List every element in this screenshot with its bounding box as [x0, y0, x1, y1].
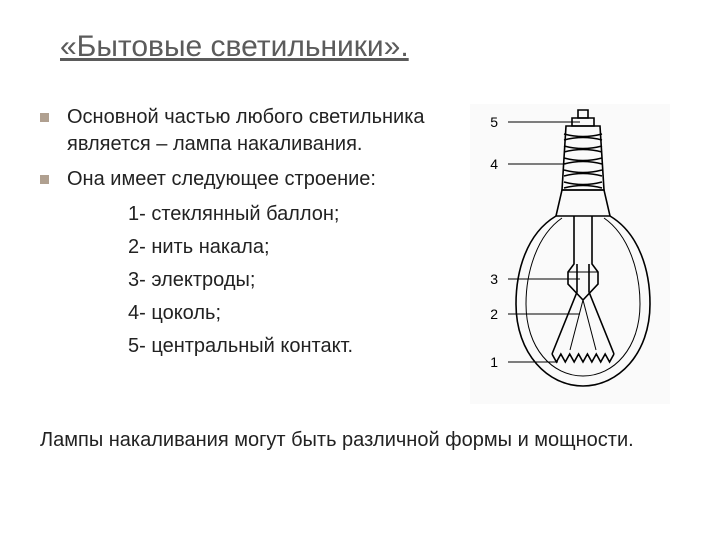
text-column: Основной частью любого светильника являе…	[70, 104, 460, 409]
svg-text:1: 1	[490, 354, 498, 370]
bullet-text: Она имеет следующее строение:	[67, 166, 376, 193]
svg-text:3: 3	[490, 271, 498, 287]
list-item: 4- цоколь;	[128, 300, 460, 327]
content-row: Основной частью любого светильника являе…	[70, 104, 670, 409]
svg-text:4: 4	[490, 156, 498, 172]
bullet-item: Основной частью любого светильника являе…	[40, 104, 460, 158]
bullet-text: Основной частью любого светильника являе…	[67, 104, 460, 158]
parts-list: 1- стеклянный баллон; 2- нить накала; 3-…	[128, 201, 460, 360]
list-item: 1- стеклянный баллон;	[128, 201, 460, 228]
footer-text: Лампы накаливания могут быть различной ф…	[40, 427, 670, 454]
bulb-diagram-icon: 5 4 3 2 1	[470, 104, 670, 404]
bullet-item: Она имеет следующее строение:	[40, 166, 460, 193]
diagram-column: 5 4 3 2 1	[470, 104, 670, 409]
bullet-mark-icon	[40, 175, 49, 184]
svg-text:2: 2	[490, 306, 498, 322]
svg-text:5: 5	[490, 114, 498, 130]
list-item: 2- нить накала;	[128, 234, 460, 261]
list-item: 5- центральный контакт.	[128, 333, 460, 360]
bullet-mark-icon	[40, 113, 49, 122]
page-title: «Бытовые светильники».	[60, 30, 670, 64]
list-item: 3- электроды;	[128, 267, 460, 294]
